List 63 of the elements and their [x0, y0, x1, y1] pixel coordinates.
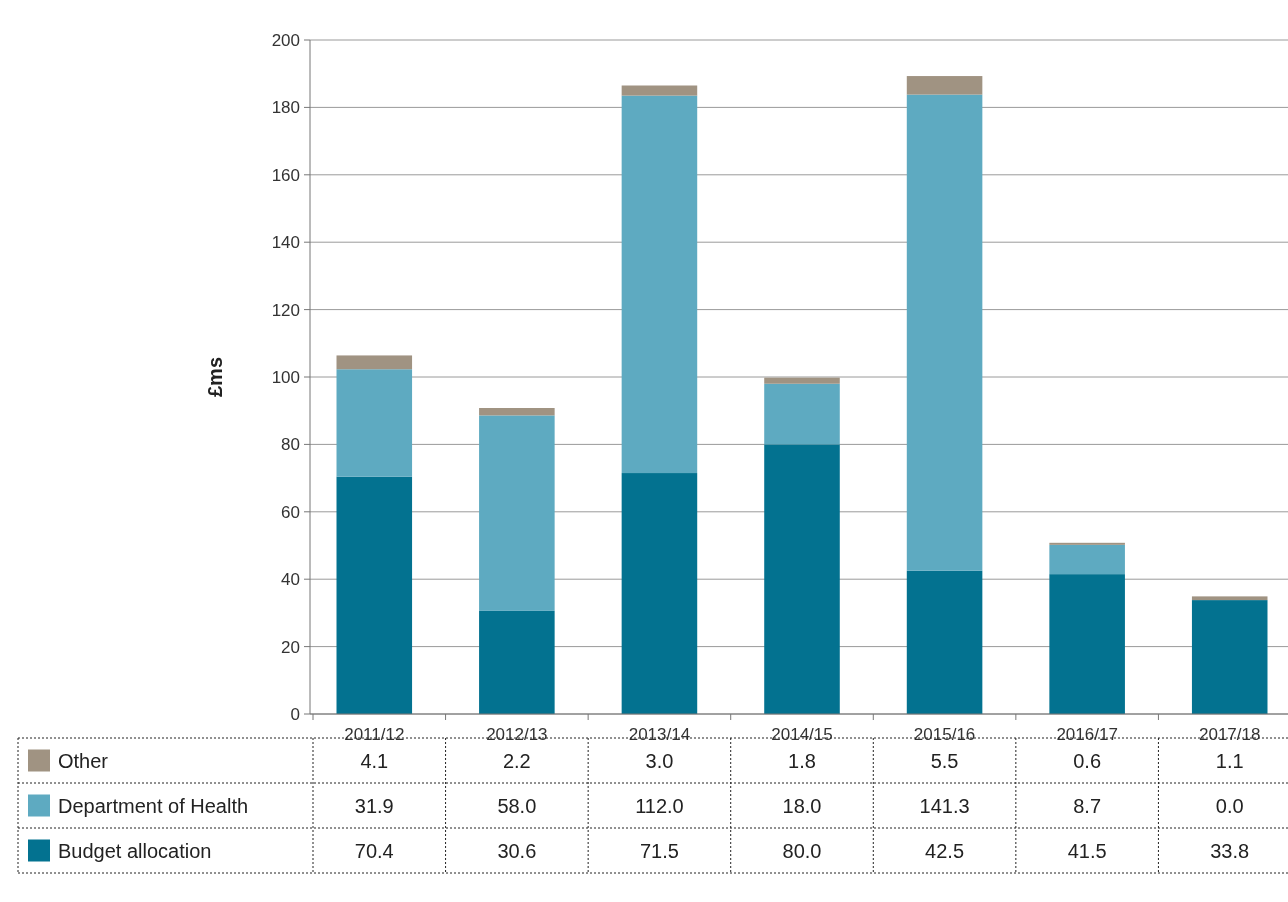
x-tick-label: 2014/15 — [771, 725, 833, 744]
data-label: 0.0 — [1215, 794, 1244, 817]
data-label: 8.7 — [1073, 794, 1102, 817]
y-tick-label: 160 — [271, 165, 300, 185]
y-tick-label: 0 — [290, 704, 300, 724]
y-tick-label: 180 — [271, 98, 300, 118]
data-label: 30.6 — [497, 839, 537, 862]
data-label: 141.3 — [919, 794, 970, 817]
data-label: 2.2 — [502, 749, 531, 772]
bar — [479, 408, 555, 416]
x-tick-label: 2011/12 — [344, 725, 405, 744]
y-tick-label: 140 — [271, 233, 300, 253]
data-label: 4.1 — [360, 749, 389, 772]
bar — [1049, 542, 1125, 545]
bar — [621, 473, 698, 714]
data-label: 5.5 — [930, 749, 959, 772]
legend-label: Budget allocation — [58, 839, 212, 862]
data-label: 42.5 — [925, 839, 965, 862]
data-label: 71.5 — [639, 839, 679, 862]
data-label: 41.5 — [1067, 839, 1107, 862]
y-tick-label: 100 — [271, 367, 300, 387]
x-tick-label: 2015/16 — [913, 725, 976, 744]
data-label: 1.1 — [1215, 749, 1244, 772]
bar — [621, 95, 698, 474]
y-tick-label: 200 — [271, 30, 300, 50]
bar — [1049, 544, 1125, 575]
x-tick-label: 2012/13 — [486, 725, 548, 744]
bar — [479, 415, 555, 611]
x-tick-label: 2017/18 — [1198, 725, 1261, 744]
y-tick-label: 40 — [281, 570, 300, 590]
legend-label: Department of Health — [58, 794, 249, 817]
bar — [906, 570, 983, 714]
y-axis-title: £ms — [204, 356, 226, 398]
x-tick-label: 2013/14 — [628, 725, 691, 744]
y-tick-label: 80 — [281, 435, 300, 455]
bar — [479, 610, 555, 714]
bar — [764, 377, 840, 384]
data-label: 33.8 — [1210, 839, 1250, 862]
data-label: 0.6 — [1073, 749, 1102, 772]
legend-label: Other — [58, 749, 109, 772]
bar — [336, 476, 413, 714]
data-label: 18.0 — [782, 794, 822, 817]
bar — [906, 94, 983, 571]
y-tick-label: 20 — [281, 637, 300, 657]
bar — [906, 76, 983, 95]
data-label: 80.0 — [782, 839, 822, 862]
data-label: 70.4 — [354, 839, 394, 862]
data-label: 3.0 — [645, 749, 674, 772]
bar — [336, 355, 413, 370]
x-tick-label: 2016/17 — [1056, 725, 1118, 744]
data-label: 1.8 — [788, 749, 816, 772]
data-label: 58.0 — [497, 794, 537, 817]
bar — [621, 85, 698, 96]
bar — [336, 369, 413, 477]
bar — [1191, 600, 1268, 714]
bar — [1191, 596, 1268, 601]
bar — [764, 383, 840, 445]
data-label: 112.0 — [635, 794, 684, 817]
y-tick-label: 60 — [281, 502, 300, 522]
bar — [1049, 574, 1125, 714]
data-label: 31.9 — [354, 794, 394, 817]
bar — [764, 444, 840, 714]
y-tick-label: 120 — [271, 300, 300, 320]
